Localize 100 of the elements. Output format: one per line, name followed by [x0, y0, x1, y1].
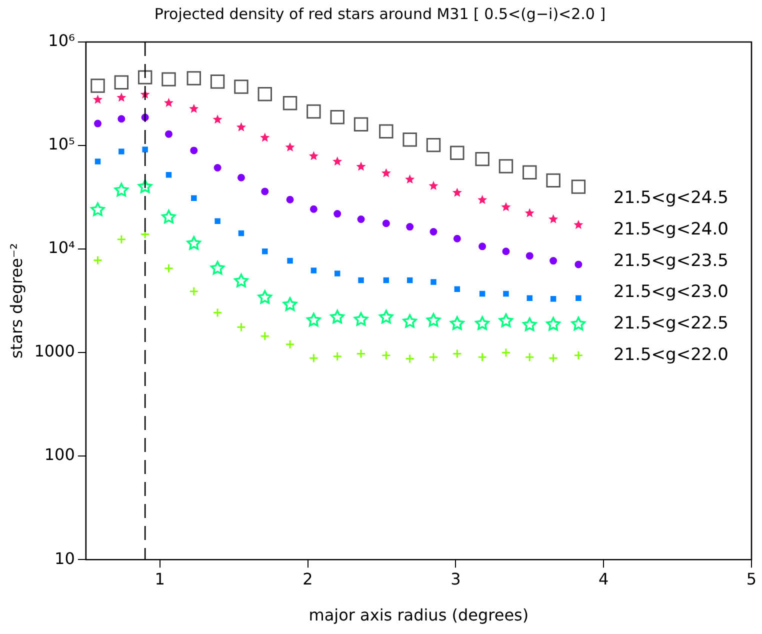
point	[453, 234, 461, 242]
point	[92, 94, 103, 104]
point	[164, 98, 174, 107]
chart-title: Projected density of red stars around M31 [ 0.5<(g−i)<2.0 ]	[154, 4, 606, 23]
point	[262, 248, 268, 254]
point	[550, 257, 558, 265]
point	[381, 168, 391, 178]
point	[379, 124, 394, 138]
point	[114, 75, 129, 90]
point	[258, 290, 272, 304]
point	[260, 132, 270, 142]
point	[524, 352, 534, 362]
point	[402, 314, 417, 328]
point	[138, 70, 152, 84]
point	[332, 156, 342, 166]
point	[452, 348, 462, 358]
point	[138, 179, 152, 193]
point	[90, 78, 105, 93]
point	[522, 318, 537, 332]
point	[546, 173, 560, 188]
point	[475, 316, 490, 330]
point	[454, 286, 460, 292]
point	[186, 71, 202, 86]
point	[330, 310, 344, 324]
point	[306, 104, 321, 119]
point	[379, 310, 394, 324]
point	[310, 205, 318, 213]
point	[498, 314, 514, 328]
point	[214, 164, 222, 172]
point	[524, 208, 534, 218]
point	[357, 215, 365, 223]
point	[116, 234, 126, 244]
point	[237, 174, 245, 182]
point	[356, 162, 366, 171]
y-tick-label: 1000	[34, 342, 75, 361]
y-axis-title: stars degree⁻²	[6, 243, 26, 358]
series-label: 21.5<g<22.0	[613, 344, 728, 365]
point	[450, 146, 464, 160]
point	[287, 258, 293, 264]
x-tick-label: 5	[746, 569, 757, 588]
point	[405, 354, 415, 364]
point	[574, 260, 582, 268]
point	[261, 188, 269, 196]
point	[212, 308, 222, 318]
point	[308, 151, 318, 160]
point	[526, 295, 533, 301]
point	[286, 196, 294, 204]
point	[332, 352, 342, 362]
point	[162, 72, 176, 86]
point	[282, 96, 298, 110]
series-label: 21.5<g<24.5	[613, 188, 728, 208]
x-tick-label: 2	[302, 569, 313, 588]
x-tick-label: 3	[450, 569, 461, 588]
point	[574, 220, 584, 229]
point	[452, 188, 462, 197]
point	[358, 277, 364, 284]
point	[405, 174, 415, 184]
point	[548, 214, 558, 224]
point	[214, 218, 220, 224]
point	[310, 268, 317, 274]
point	[258, 86, 272, 102]
point	[406, 277, 413, 284]
point	[186, 236, 201, 250]
point	[478, 242, 486, 250]
point	[546, 317, 560, 331]
point	[90, 202, 105, 216]
point	[116, 92, 126, 102]
point	[574, 350, 584, 360]
series-label: 21.5<g<24.0	[613, 219, 728, 240]
point	[234, 274, 248, 288]
point	[140, 229, 150, 239]
point	[354, 117, 368, 132]
point	[189, 286, 199, 296]
point	[402, 132, 417, 147]
point	[142, 146, 148, 152]
point	[479, 290, 486, 297]
point	[571, 316, 586, 330]
point	[236, 322, 246, 332]
point	[354, 312, 368, 326]
point	[164, 130, 172, 138]
point	[164, 264, 174, 274]
point	[162, 210, 176, 224]
point	[478, 194, 488, 204]
y-tick-label: 10⁴	[48, 238, 75, 258]
point	[548, 353, 558, 363]
point	[94, 120, 102, 128]
series-label: 21.5<g<23.5	[613, 250, 728, 271]
y-tick-label: 10⁶	[48, 31, 75, 50]
x-tick-label: 1	[154, 569, 165, 588]
point	[501, 348, 511, 358]
point	[282, 297, 298, 311]
y-tick-label: 100	[44, 445, 75, 464]
point	[550, 296, 556, 302]
point	[334, 210, 342, 218]
point	[522, 165, 537, 180]
point	[212, 114, 222, 124]
point	[430, 228, 438, 236]
point	[210, 261, 225, 275]
point	[498, 159, 514, 174]
series-label: 21.5<g<22.5	[613, 313, 728, 334]
